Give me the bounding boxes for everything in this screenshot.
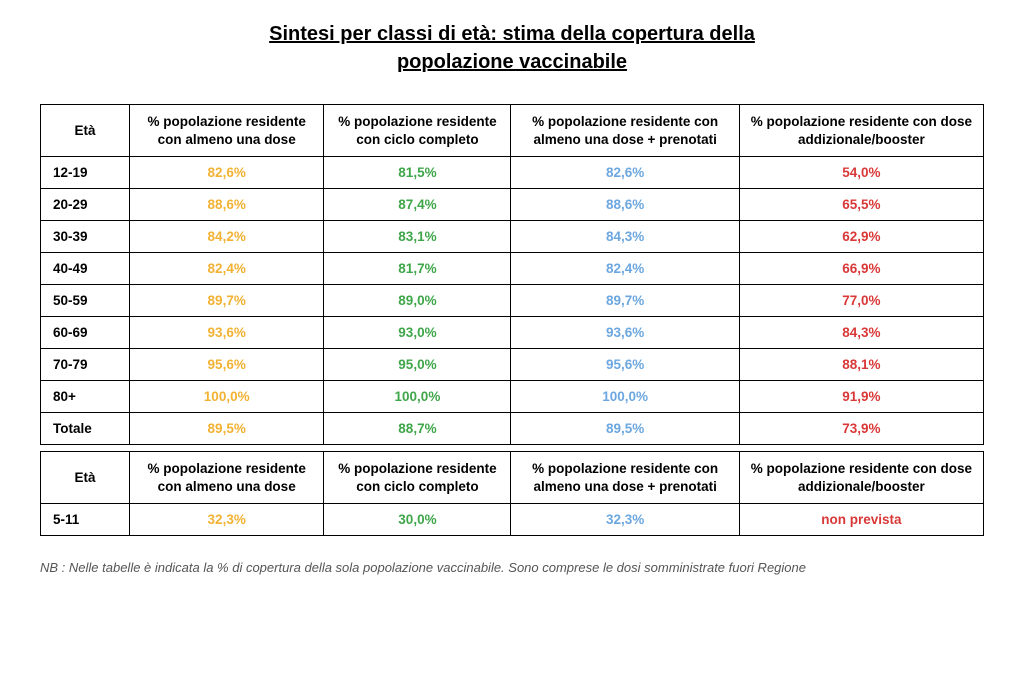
cell-value: 73,9%: [739, 413, 983, 445]
footnote: NB : Nelle tabelle è indicata la % di co…: [40, 560, 984, 575]
cell-value: non prevista: [739, 504, 983, 536]
cell-value: 89,0%: [324, 285, 511, 317]
header-col4: % popolazione residente con dose addizio…: [739, 105, 983, 157]
cell-value: 30,0%: [324, 504, 511, 536]
cell-value: 65,5%: [739, 189, 983, 221]
cell-value: 32,3%: [511, 504, 739, 536]
cell-value: 54,0%: [739, 157, 983, 189]
cell-value: 95,6%: [130, 349, 324, 381]
cell-age: 12-19: [41, 157, 130, 189]
table-row: 5-1132,3%30,0%32,3%non prevista: [41, 504, 984, 536]
header-col3: % popolazione residente con almeno una d…: [511, 105, 739, 157]
sub-table: Età % popolazione residente con almeno u…: [40, 451, 984, 536]
cell-value: 84,3%: [511, 221, 739, 253]
cell-value: 89,5%: [130, 413, 324, 445]
header-age-2: Età: [41, 452, 130, 504]
header-col2: % popolazione residente con ciclo comple…: [324, 105, 511, 157]
header-col1-2: % popolazione residente con almeno una d…: [130, 452, 324, 504]
cell-age: 20-29: [41, 189, 130, 221]
cell-value: 87,4%: [324, 189, 511, 221]
header-col2-2: % popolazione residente con ciclo comple…: [324, 452, 511, 504]
cell-value: 100,0%: [511, 381, 739, 413]
cell-value: 82,4%: [511, 253, 739, 285]
cell-value: 95,6%: [511, 349, 739, 381]
cell-value: 88,6%: [130, 189, 324, 221]
table-row: 60-6993,6%93,0%93,6%84,3%: [41, 317, 984, 349]
table-row: 12-1982,6%81,5%82,6%54,0%: [41, 157, 984, 189]
sub-tbody: 5-1132,3%30,0%32,3%non prevista: [41, 504, 984, 536]
cell-value: 93,6%: [130, 317, 324, 349]
cell-value: 84,3%: [739, 317, 983, 349]
table-row: Totale89,5%88,7%89,5%73,9%: [41, 413, 984, 445]
cell-value: 89,7%: [130, 285, 324, 317]
cell-value: 100,0%: [130, 381, 324, 413]
cell-value: 88,1%: [739, 349, 983, 381]
cell-value: 93,6%: [511, 317, 739, 349]
cell-value: 82,4%: [130, 253, 324, 285]
header-col1: % popolazione residente con almeno una d…: [130, 105, 324, 157]
main-header-row: Età % popolazione residente con almeno u…: [41, 105, 984, 157]
cell-value: 82,6%: [511, 157, 739, 189]
page-title: Sintesi per classi di età: stima della c…: [40, 20, 984, 76]
cell-value: 62,9%: [739, 221, 983, 253]
cell-value: 93,0%: [324, 317, 511, 349]
cell-value: 81,5%: [324, 157, 511, 189]
header-col4-2: % popolazione residente con dose addizio…: [739, 452, 983, 504]
table-row: 40-4982,4%81,7%82,4%66,9%: [41, 253, 984, 285]
main-table: Età % popolazione residente con almeno u…: [40, 104, 984, 445]
cell-age: Totale: [41, 413, 130, 445]
cell-age: 70-79: [41, 349, 130, 381]
title-line-1: Sintesi per classi di età: stima della c…: [269, 23, 755, 45]
table-row: 20-2988,6%87,4%88,6%65,5%: [41, 189, 984, 221]
cell-age: 30-39: [41, 221, 130, 253]
cell-value: 91,9%: [739, 381, 983, 413]
cell-value: 32,3%: [130, 504, 324, 536]
title-line-2: popolazione vaccinabile: [397, 51, 627, 73]
cell-value: 66,9%: [739, 253, 983, 285]
main-tbody: 12-1982,6%81,5%82,6%54,0%20-2988,6%87,4%…: [41, 157, 984, 445]
cell-age: 60-69: [41, 317, 130, 349]
cell-value: 89,7%: [511, 285, 739, 317]
cell-value: 83,1%: [324, 221, 511, 253]
table-row: 70-7995,6%95,0%95,6%88,1%: [41, 349, 984, 381]
cell-value: 100,0%: [324, 381, 511, 413]
table-row: 30-3984,2%83,1%84,3%62,9%: [41, 221, 984, 253]
cell-value: 89,5%: [511, 413, 739, 445]
cell-value: 84,2%: [130, 221, 324, 253]
cell-age: 40-49: [41, 253, 130, 285]
header-age: Età: [41, 105, 130, 157]
cell-value: 82,6%: [130, 157, 324, 189]
cell-age: 50-59: [41, 285, 130, 317]
cell-value: 95,0%: [324, 349, 511, 381]
cell-value: 81,7%: [324, 253, 511, 285]
cell-value: 88,6%: [511, 189, 739, 221]
cell-value: 77,0%: [739, 285, 983, 317]
header-col3-2: % popolazione residente con almeno una d…: [511, 452, 739, 504]
cell-age: 5-11: [41, 504, 130, 536]
sub-header-row: Età % popolazione residente con almeno u…: [41, 452, 984, 504]
table-row: 80+100,0%100,0%100,0%91,9%: [41, 381, 984, 413]
cell-age: 80+: [41, 381, 130, 413]
table-row: 50-5989,7%89,0%89,7%77,0%: [41, 285, 984, 317]
cell-value: 88,7%: [324, 413, 511, 445]
